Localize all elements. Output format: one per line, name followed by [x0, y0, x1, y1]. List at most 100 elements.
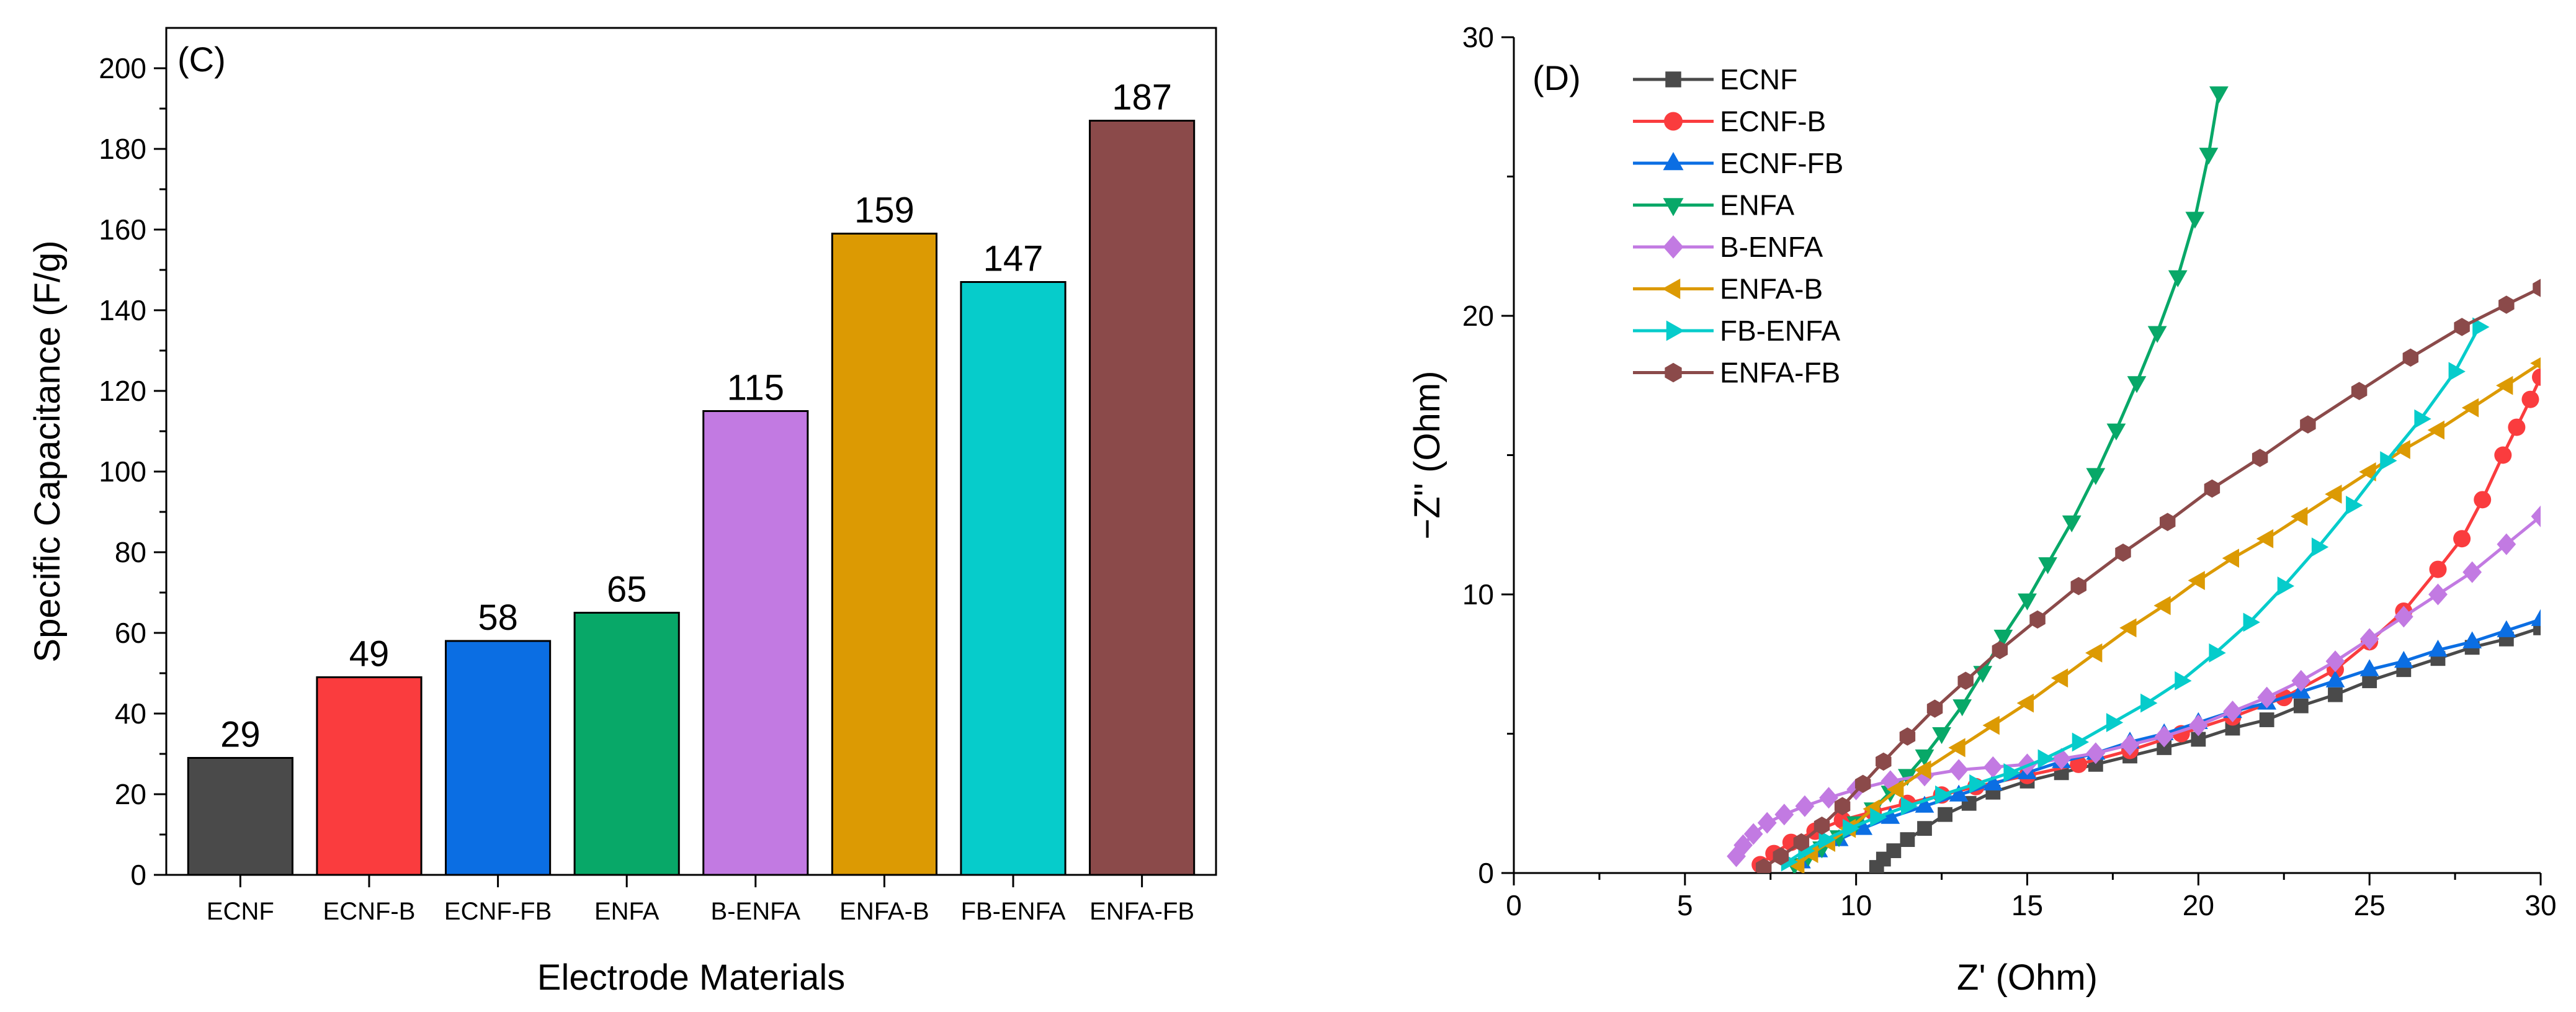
legend-label: ECNF-FB	[1720, 147, 1843, 179]
data-point	[2508, 418, 2526, 436]
data-point	[2223, 701, 2242, 723]
data-point	[2185, 212, 2205, 229]
data-point	[2402, 348, 2419, 367]
data-point	[2448, 362, 2466, 382]
x-tick-label: 20	[2183, 889, 2214, 921]
data-point	[2029, 610, 2046, 629]
data-point	[2531, 505, 2541, 527]
data-point	[1853, 818, 1873, 835]
data-point	[1881, 807, 1900, 824]
data-point	[2204, 479, 2220, 498]
data-point	[2072, 732, 2090, 752]
data-point	[2494, 446, 2512, 464]
data-point	[2428, 640, 2448, 657]
data-point	[1727, 845, 1746, 867]
x-tick-label: ENFA-B	[839, 898, 929, 925]
data-point	[2472, 317, 2490, 337]
data-point	[2291, 669, 2311, 692]
bar	[831, 233, 937, 876]
x-tick-label: ECNF-FB	[444, 898, 552, 925]
data-point	[2428, 583, 2448, 606]
data-point	[1887, 779, 1904, 799]
series-ecnf-b	[1751, 368, 2541, 873]
series-enfa-b	[1787, 357, 2541, 873]
data-point	[2359, 462, 2376, 481]
y-axis-title: −Z'' (Ohm)	[1407, 371, 1447, 540]
bar-value-label: 115	[727, 368, 784, 408]
data-point	[1787, 855, 1805, 873]
bar-value-label: 147	[983, 239, 1044, 279]
data-point	[2380, 451, 2397, 470]
bar	[960, 281, 1067, 876]
x-tick-label: 10	[1840, 889, 1872, 921]
data-point	[2532, 368, 2541, 386]
legend-item: ENFA-B	[1633, 273, 1823, 305]
data-point	[2086, 742, 2106, 764]
data-point	[2359, 628, 2379, 650]
data-point	[2106, 423, 2126, 441]
y-tick-label: 60	[115, 617, 146, 649]
data-point	[1952, 699, 1972, 717]
x-tick-label: ENFA-FB	[1089, 898, 1194, 925]
data-point	[1993, 629, 2013, 647]
data-point	[2328, 687, 2343, 702]
data-point	[2243, 612, 2260, 632]
data-point	[2300, 415, 2316, 434]
data-point	[2127, 376, 2147, 393]
data-point	[2414, 409, 2431, 429]
bar	[573, 612, 680, 876]
data-point	[1854, 774, 1871, 794]
legend-label: ENFA-B	[1720, 273, 1823, 305]
data-point	[2070, 576, 2086, 596]
data-point	[2474, 491, 2492, 509]
data-point	[1983, 773, 2003, 790]
data-point	[2291, 506, 2308, 526]
data-point	[1969, 774, 1987, 794]
data-point	[2052, 748, 2072, 770]
data-point	[2530, 357, 2541, 369]
data-point	[2462, 631, 2482, 648]
data-point	[2533, 620, 2541, 635]
data-point	[1774, 804, 1794, 826]
bar-value-label: 187	[1112, 78, 1172, 118]
data-point	[2454, 318, 2470, 336]
data-point	[1900, 796, 1918, 816]
data-point	[2085, 643, 2103, 663]
y-tick-label: 0	[130, 859, 146, 891]
data-point	[2427, 420, 2444, 440]
x-tick-label: 0	[1506, 889, 1522, 921]
series-line	[1735, 515, 2541, 858]
y-tick-label: 10	[1462, 578, 1494, 611]
series-enfa	[1784, 86, 2229, 873]
data-point	[2191, 732, 2206, 747]
data-point	[2175, 671, 2192, 691]
data-point	[2359, 659, 2379, 676]
y-tick-label: 140	[99, 294, 146, 326]
data-point	[1663, 235, 1684, 259]
panel-d-nyquist-plot: 0 5 10 15 20 25 30 0 10 20 30 Z' (Ohm) −Z'' (Ohm) (D)…	[1407, 21, 2557, 998]
data-point	[2038, 557, 2057, 575]
data-point	[2209, 643, 2226, 663]
legend-item: ENFA	[1633, 189, 1794, 222]
y-axis-title: Specific Capacitance (F/g)	[27, 240, 68, 662]
data-point	[1819, 787, 1838, 809]
y-tick-label: 200	[99, 52, 146, 84]
data-point	[1795, 795, 1815, 817]
data-point	[2256, 529, 2274, 549]
data-point	[1843, 818, 1860, 838]
data-point	[2062, 515, 2082, 533]
data-point	[2293, 698, 2309, 714]
y-tick-label: 120	[99, 375, 146, 407]
data-point	[2115, 543, 2131, 562]
data-point	[2393, 440, 2410, 459]
bar-value-label: 65	[607, 570, 647, 610]
legend-item: ECNF-B	[1633, 105, 1826, 138]
data-point	[1982, 715, 2000, 735]
data-point	[1949, 784, 1969, 802]
y-tick-label: 20	[1462, 300, 1494, 332]
data-point	[1881, 770, 1900, 792]
data-point	[1773, 847, 1789, 866]
data-point	[2325, 650, 2345, 673]
data-point	[2346, 495, 2363, 515]
